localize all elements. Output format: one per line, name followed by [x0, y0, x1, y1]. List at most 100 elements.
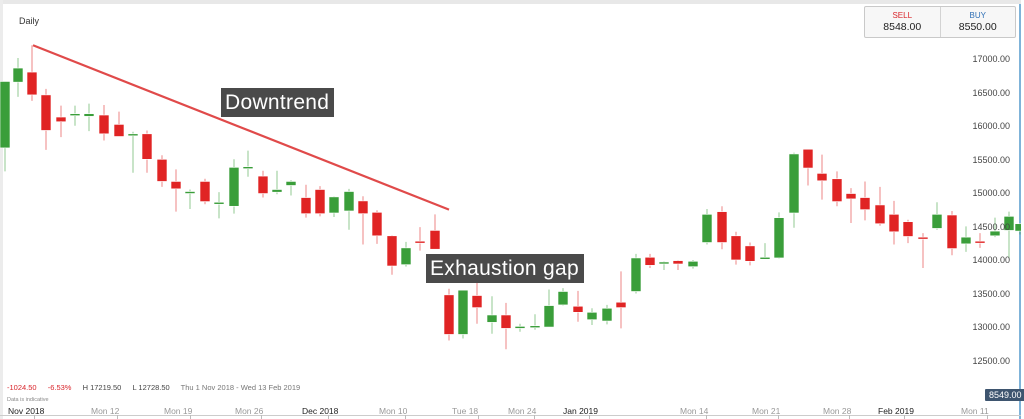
candle — [12, 57, 24, 97]
x-tick-mark — [190, 415, 191, 419]
x-tick-label: Mon 11 — [961, 406, 989, 416]
candle — [113, 111, 125, 137]
period-label: Daily — [19, 16, 40, 26]
x-tick-mark — [706, 415, 707, 419]
sell-label: SELL — [892, 10, 913, 20]
candle — [83, 103, 95, 132]
y-tick-label: 12500.00 — [972, 355, 1010, 366]
candle — [500, 302, 512, 350]
current-price-tag: 8549.00 — [985, 389, 1024, 401]
candle — [974, 233, 986, 248]
x-tick-mark — [117, 415, 118, 419]
buy-button[interactable]: BUY 8550.00 — [939, 7, 1016, 37]
data-indicative-note: Data is indicative — [7, 397, 49, 403]
exhaustion-gap-annotation: Exhaustion gap — [426, 254, 584, 283]
candle — [917, 233, 929, 269]
high-value: H 17219.50 — [82, 383, 122, 392]
y-tick-label: 15000.00 — [972, 188, 1010, 199]
x-tick-mark — [589, 415, 590, 419]
downtrend-line[interactable] — [32, 44, 450, 211]
candle — [457, 289, 469, 339]
candle — [228, 159, 240, 214]
change-percent: -6.53% — [47, 383, 72, 392]
candle — [213, 192, 225, 219]
candle — [328, 196, 340, 218]
candle — [357, 196, 369, 245]
x-tick-mark — [987, 415, 988, 419]
x-tick-label: Mon 19 — [164, 406, 193, 416]
candle — [572, 290, 584, 322]
x-tick-label: Mon 28 — [823, 406, 852, 416]
candle — [184, 189, 196, 209]
x-tick-label: Mon 10 — [379, 406, 408, 416]
candle — [343, 188, 355, 230]
candle — [471, 275, 483, 324]
candle — [371, 210, 383, 244]
candle — [443, 288, 455, 341]
y-tick-label: 13500.00 — [972, 288, 1010, 299]
y-tick-label: 14500.00 — [972, 221, 1010, 232]
buy-price: 8550.00 — [958, 20, 997, 33]
candle — [586, 308, 598, 326]
candle — [601, 304, 613, 325]
sell-price: 8548.00 — [883, 20, 922, 33]
x-tick-label: Jan 2019 — [563, 406, 598, 416]
x-tick-mark — [778, 415, 779, 419]
candle — [414, 227, 426, 251]
candle — [874, 186, 886, 226]
low-value: L 12728.50 — [132, 383, 170, 392]
candle — [300, 184, 312, 218]
change-value: -1024.50 — [7, 383, 37, 392]
candle — [242, 150, 254, 177]
candle — [141, 130, 153, 173]
x-tick-mark — [328, 415, 329, 419]
candle — [931, 202, 943, 230]
x-tick-label: Mon 21 — [752, 406, 781, 416]
left-border — [0, 0, 3, 419]
candle — [486, 296, 498, 334]
candle — [658, 261, 670, 271]
candle — [271, 170, 283, 195]
candle — [701, 208, 713, 245]
sell-button[interactable]: SELL 8548.00 — [865, 7, 940, 37]
candle — [40, 88, 52, 150]
candle — [960, 226, 972, 252]
candle — [859, 181, 871, 221]
x-tick-label: Mon 12 — [91, 406, 120, 416]
candle — [543, 289, 555, 328]
buy-label: BUY — [969, 10, 986, 20]
x-tick-label: Dec 2018 — [302, 406, 339, 416]
candle — [429, 214, 441, 250]
x-tick-mark — [478, 415, 479, 419]
candle — [285, 180, 297, 196]
downtrend-annotation: Downtrend — [221, 88, 335, 117]
candle — [170, 169, 182, 212]
candlestick-plot[interactable] — [0, 0, 1021, 405]
candle — [156, 155, 168, 187]
candle — [127, 131, 139, 173]
candle — [529, 314, 541, 330]
candle — [1003, 211, 1015, 259]
candle — [845, 188, 857, 224]
candle — [98, 104, 110, 141]
candle — [730, 231, 742, 265]
y-tick-label: 15500.00 — [972, 154, 1010, 165]
candle — [199, 178, 211, 205]
quote-panel: SELL 8548.00 BUY 8550.00 — [864, 6, 1016, 38]
candle — [400, 241, 412, 267]
x-tick-mark — [405, 415, 406, 419]
candle — [386, 235, 398, 275]
candle — [773, 212, 785, 259]
candle — [630, 253, 642, 294]
x-tick-label: Nov 2018 — [8, 406, 45, 416]
x-tick-label: Mon 24 — [508, 406, 537, 416]
y-tick-label: 16000.00 — [972, 121, 1010, 132]
candle — [744, 242, 756, 266]
candle — [672, 259, 684, 271]
y-tick-label: 14000.00 — [972, 255, 1010, 266]
candle — [55, 105, 67, 138]
candle — [557, 288, 569, 306]
candle — [831, 171, 843, 207]
stats-bar: -1024.50 -6.53% H 17219.50 L 12728.50 Th… — [7, 383, 309, 392]
